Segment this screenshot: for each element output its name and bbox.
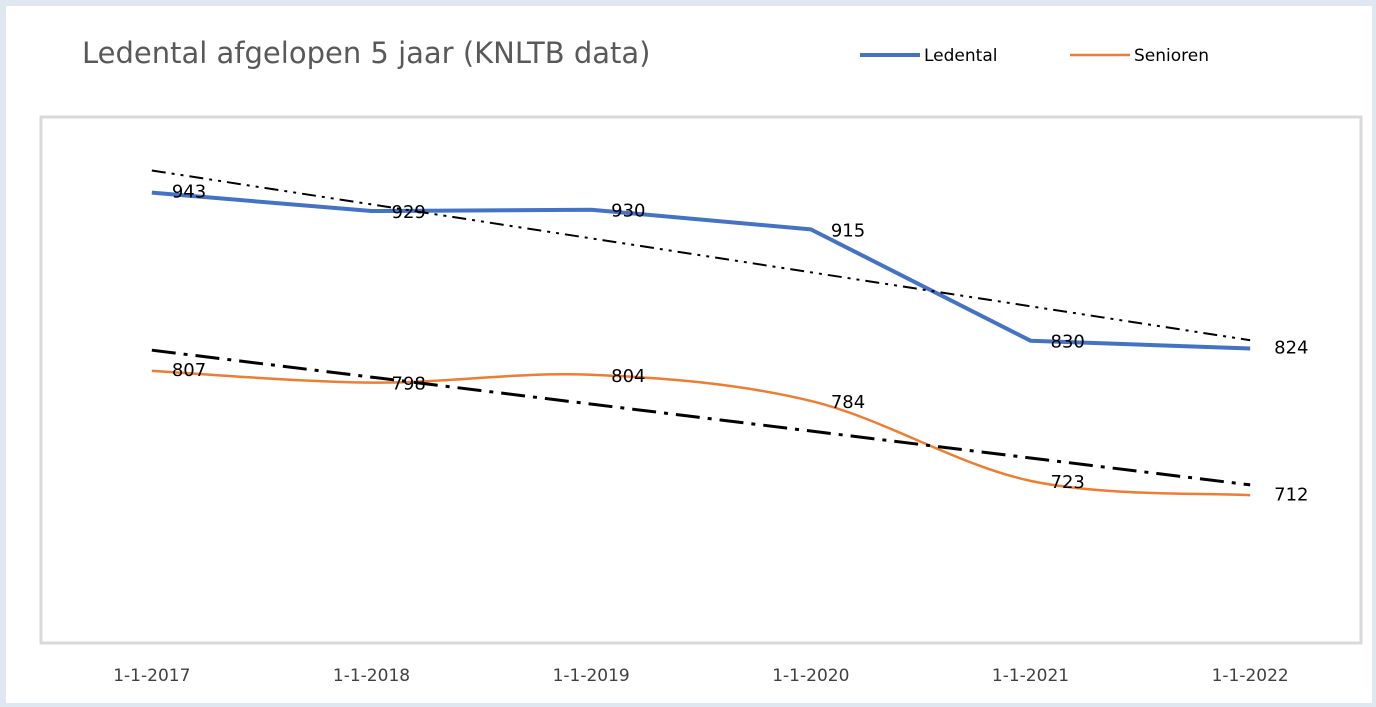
data-label: 930 xyxy=(611,201,645,222)
legend-label: Ledental xyxy=(924,46,997,66)
data-label: 830 xyxy=(1051,332,1085,353)
data-label: 807 xyxy=(172,360,206,381)
data-label: 804 xyxy=(611,366,645,387)
chart-area xyxy=(6,6,1372,703)
x-tick-label: 1-1-2021 xyxy=(992,666,1069,686)
data-label: 784 xyxy=(831,392,865,413)
data-label: 943 xyxy=(172,182,206,203)
plot-area xyxy=(39,115,1363,645)
x-tick-label: 1-1-2022 xyxy=(1212,666,1289,686)
series-line xyxy=(151,190,1251,351)
data-label: 712 xyxy=(1274,484,1308,505)
data-label: 798 xyxy=(392,374,426,395)
x-tick-label: 1-1-2019 xyxy=(553,666,630,686)
x-tick-label: 1-1-2018 xyxy=(333,666,410,686)
trendline xyxy=(151,348,1251,487)
data-label: 929 xyxy=(392,202,426,223)
legend-label: Senioren xyxy=(1134,46,1209,66)
x-tick-label: 1-1-2017 xyxy=(113,666,190,686)
chart-title: Ledental afgelopen 5 jaar (KNLTB data) xyxy=(82,36,650,70)
data-label: 723 xyxy=(1051,472,1085,493)
data-label: 824 xyxy=(1274,338,1308,359)
data-label: 915 xyxy=(831,220,865,241)
series-line xyxy=(151,369,1251,497)
x-tick-label: 1-1-2020 xyxy=(772,666,849,686)
